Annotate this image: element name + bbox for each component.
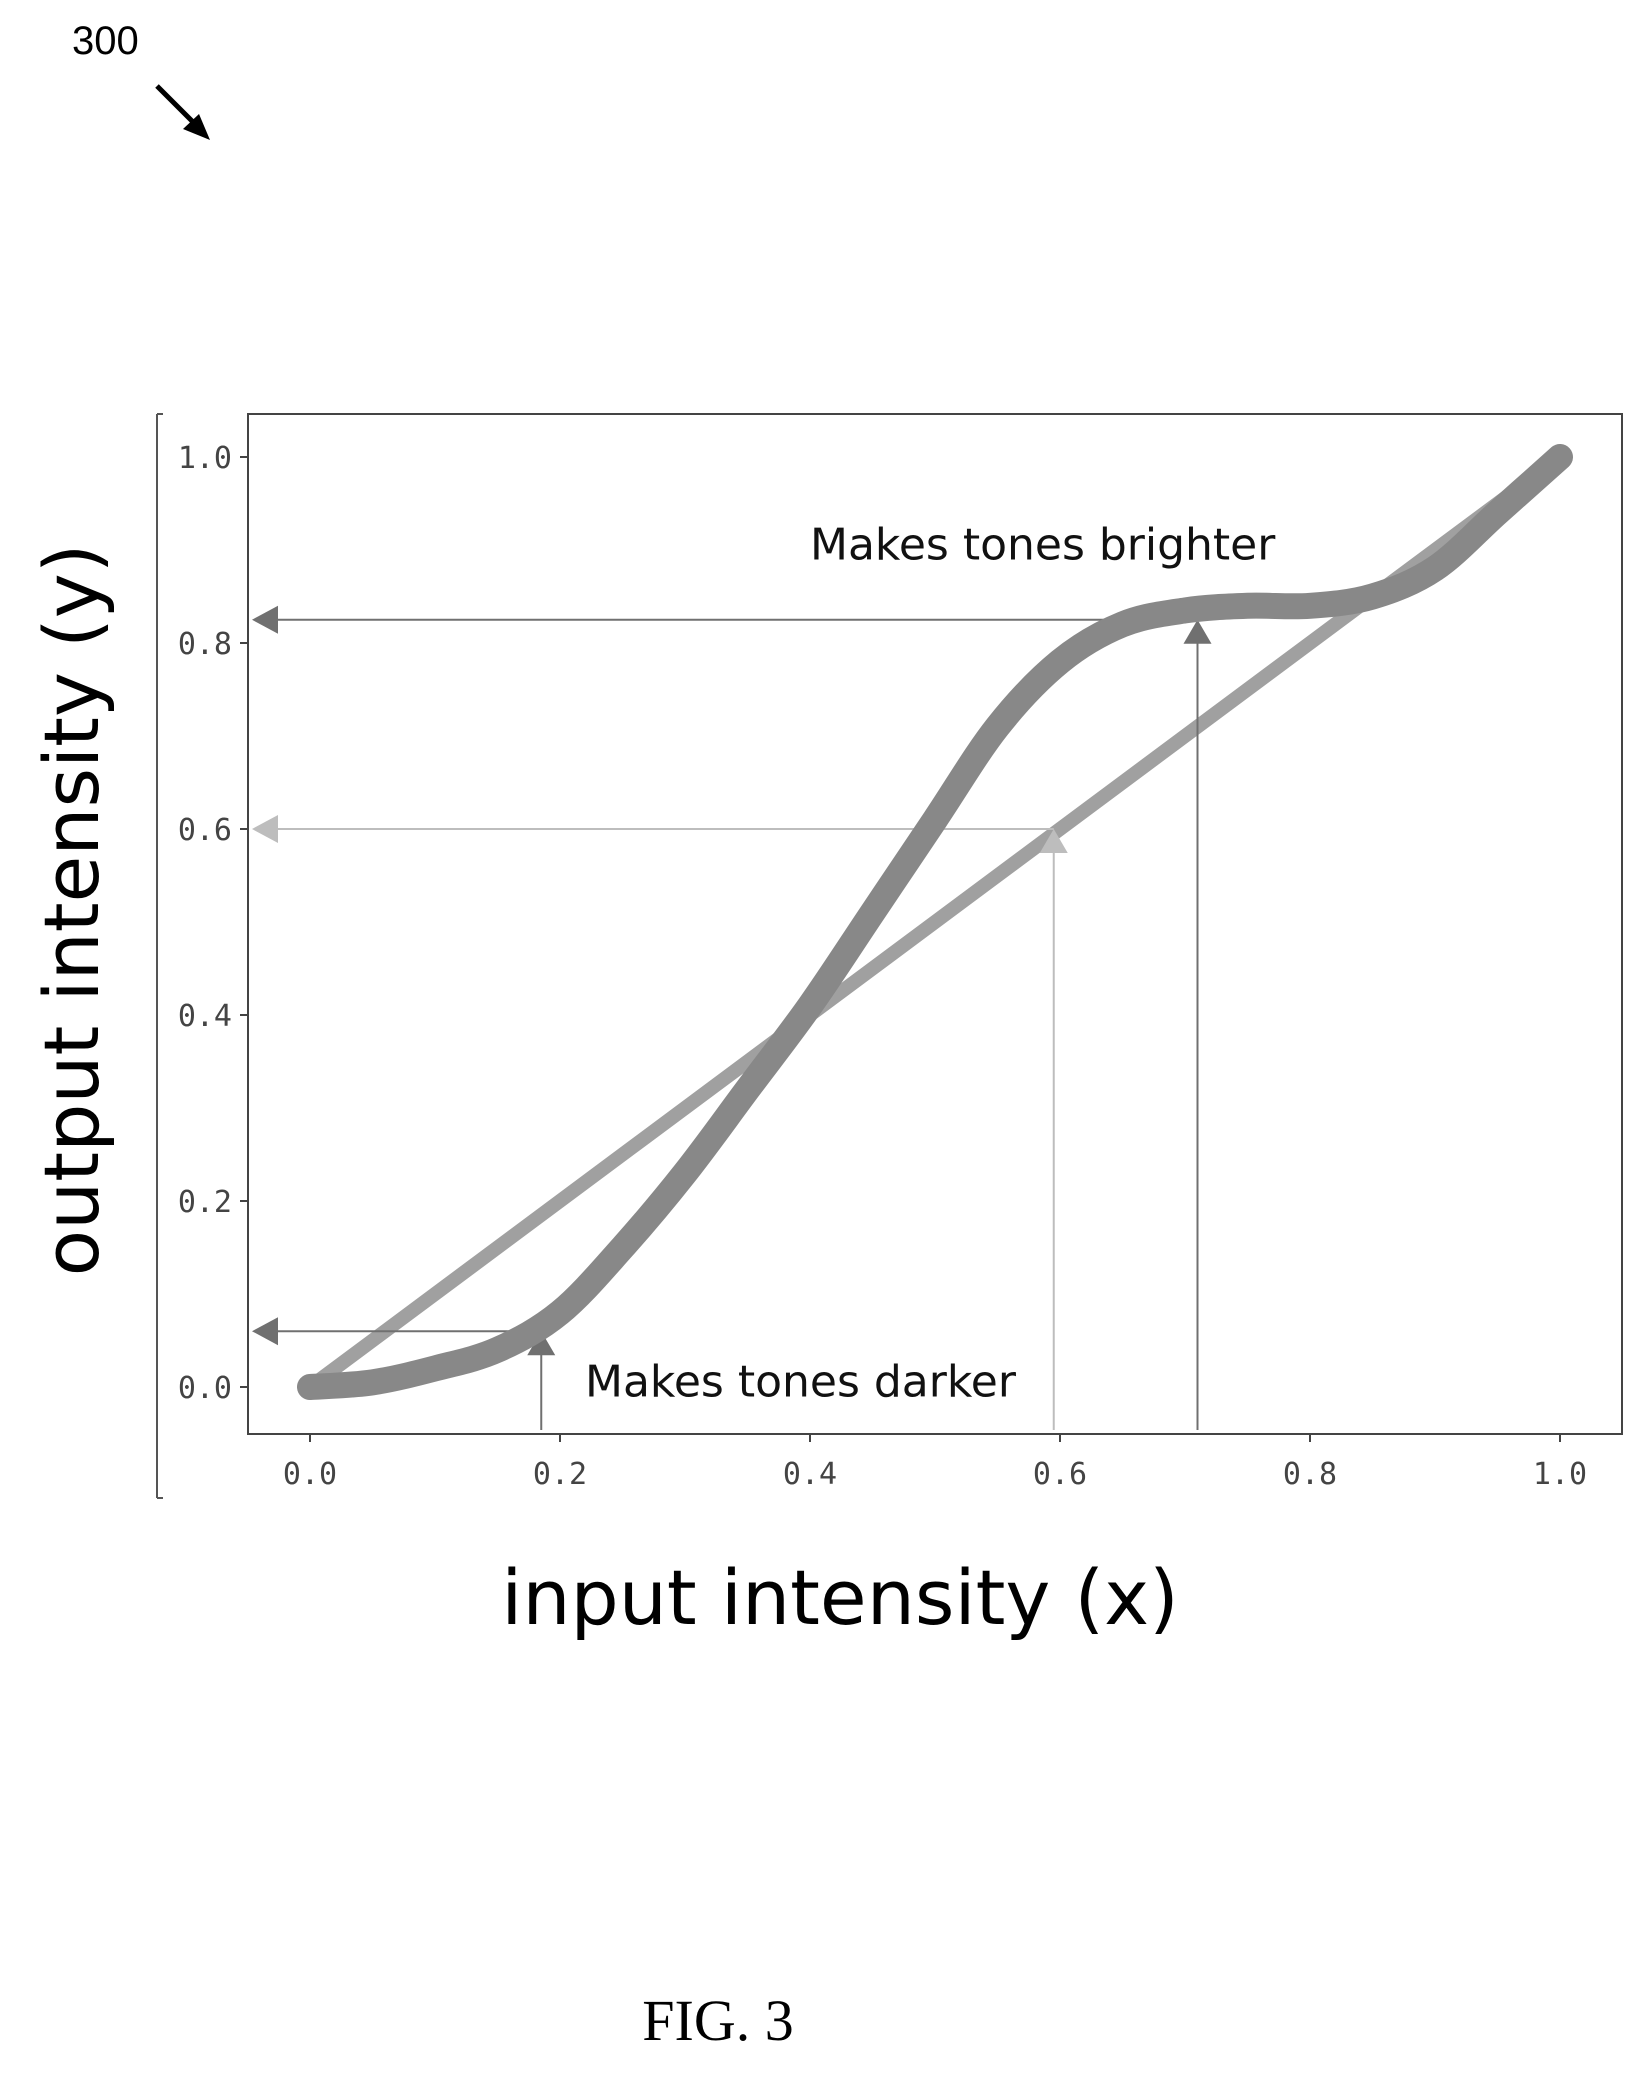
axis-tick-labels: 0.0 0.2 0.4 0.6 0.8 1.0 0.0 0.2 0.4 0.6 0.8 1.0 [178, 441, 1587, 1492]
x-axis-title: input intensity (x) [501, 1553, 1179, 1642]
annotation-darker: Makes tones darker [585, 1356, 1017, 1407]
tone-curve [297, 444, 1573, 1400]
guide-up-arrowhead-1 [1183, 619, 1212, 644]
reference-arrow [155, 84, 210, 140]
tone-curve-series [297, 444, 1573, 1400]
plot-area [247, 413, 1623, 1435]
x-tick-label-1: 0.2 [533, 1457, 587, 1492]
figure-caption: FIG. 3 [642, 1988, 793, 2053]
y-axis-title: output intensity (y) [27, 544, 116, 1277]
x-tick-label-4: 0.8 [1283, 1457, 1337, 1492]
x-tick-label-2: 0.4 [783, 1457, 837, 1492]
y-tick-label-5: 1.0 [178, 441, 232, 476]
x-tick-label-3: 0.6 [1033, 1457, 1087, 1492]
guide-left-arrowhead-2 [252, 815, 278, 843]
guide-arrows [252, 605, 1212, 1430]
x-tick-label-5: 1.0 [1533, 1457, 1587, 1492]
y-tick-label-2: 0.4 [178, 999, 232, 1034]
x-tick-label-0: 0.0 [283, 1457, 337, 1492]
guide-left-arrowhead-1 [252, 605, 278, 634]
y-tick-label-3: 0.6 [178, 813, 232, 848]
y-tick-label-4: 0.8 [178, 627, 232, 662]
reference-numeral: 300 [72, 19, 139, 63]
annotation-brighter: Makes tones brighter [810, 519, 1276, 570]
guide-up-arrowhead-2 [1039, 829, 1068, 853]
y-tick-label-1: 0.2 [178, 1185, 232, 1220]
guide-left-arrowhead-0 [252, 1317, 278, 1346]
axis-ticks [240, 456, 1561, 1442]
y-tick-label-0: 0.0 [178, 1371, 232, 1406]
guide-up-arrowhead-0 [527, 1331, 556, 1356]
